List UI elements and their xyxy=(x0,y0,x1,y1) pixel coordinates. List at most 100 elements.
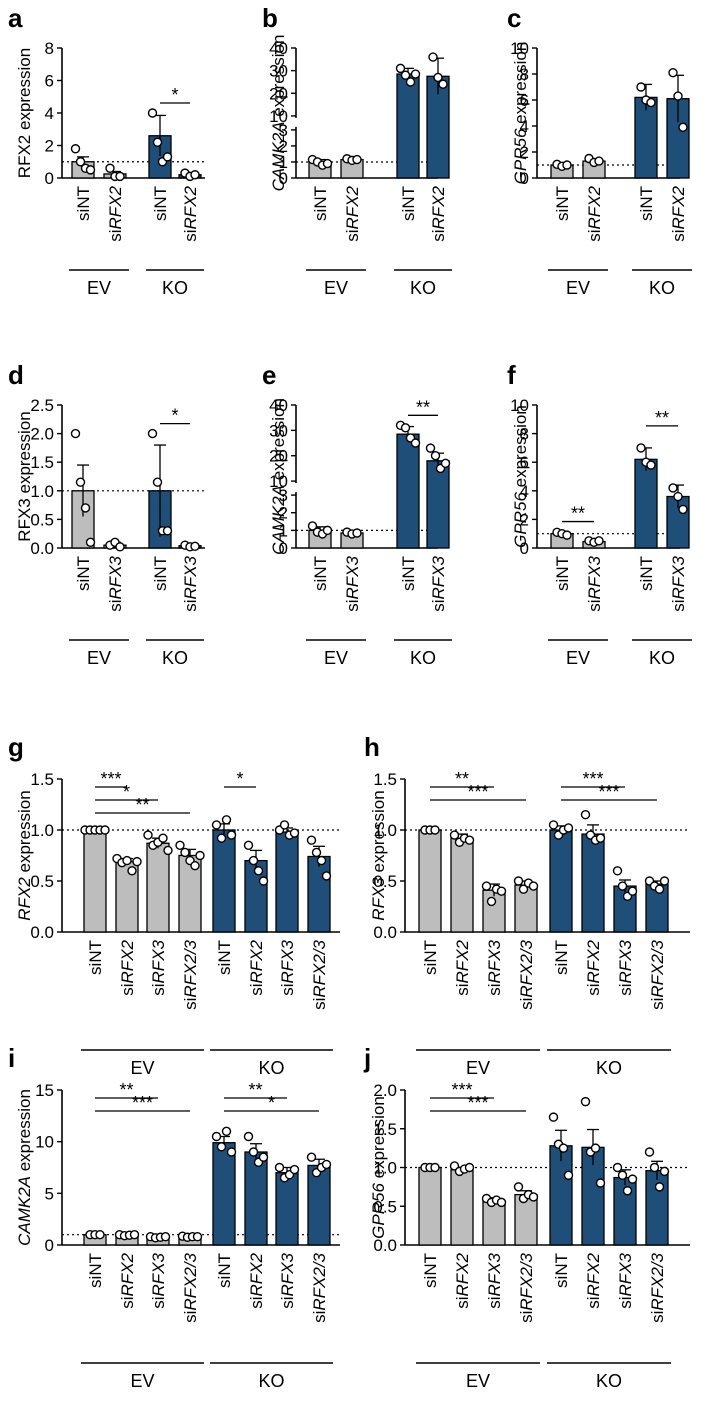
label-part: siNT xyxy=(553,556,572,591)
bar xyxy=(482,889,506,933)
data-point xyxy=(654,1182,665,1192)
label-part: RFX3 xyxy=(429,555,448,599)
x-tick-label: siRFX3 xyxy=(616,939,635,995)
data-point xyxy=(400,423,411,433)
label-part: expression xyxy=(369,790,388,877)
significance-label: ** xyxy=(455,769,469,789)
label-part: siNT xyxy=(637,556,656,591)
x-tick-label: siNT xyxy=(553,556,572,591)
y-axis-label: GPR56 expression xyxy=(511,42,530,185)
data-point xyxy=(80,503,91,513)
x-tick-label: siRFX2 xyxy=(247,1252,266,1308)
significance-label: ** xyxy=(416,397,430,417)
y-tick-label: 5 xyxy=(45,1184,54,1203)
y-tick-label: 40 xyxy=(269,396,288,415)
data-point xyxy=(430,451,441,461)
data-point xyxy=(105,163,115,173)
data-point xyxy=(410,69,421,79)
data-point xyxy=(115,542,125,552)
data-point xyxy=(430,825,440,835)
label-part: siNT xyxy=(311,556,330,591)
data-point xyxy=(622,1186,633,1196)
label-part: RFX2 xyxy=(453,939,472,983)
data-point xyxy=(195,850,205,861)
data-point xyxy=(152,477,163,487)
bar xyxy=(212,1142,236,1246)
label-part: RFX3 xyxy=(485,1252,504,1296)
x-tick-label: siNT xyxy=(215,1253,234,1288)
significance-label: ** xyxy=(571,504,585,524)
x-tick-label: siRFX2/3 xyxy=(648,1252,667,1322)
x-tick-label: siNT xyxy=(637,556,656,591)
y-tick-label: 0.0 xyxy=(30,923,54,942)
data-point xyxy=(400,70,411,80)
x-tick-label: siRFX3 xyxy=(485,939,504,995)
data-point xyxy=(617,881,628,891)
y-tick-label: 0.0 xyxy=(373,1236,397,1255)
y-tick-label: 10 xyxy=(35,1133,54,1152)
label-part: RFX2 xyxy=(584,1252,603,1296)
label-part: si xyxy=(278,983,297,995)
data-point xyxy=(464,835,475,845)
bar xyxy=(275,1172,299,1246)
label-part: siNT xyxy=(215,1253,234,1288)
label-part: si xyxy=(181,229,200,241)
label-part: expression xyxy=(15,1089,34,1176)
data-point xyxy=(100,825,110,835)
label-part: si xyxy=(616,983,635,995)
y-tick-label: 10 xyxy=(269,107,288,126)
x-tick-label: siNT xyxy=(74,186,93,221)
label-part: si xyxy=(584,983,603,995)
label-part: RFX2 xyxy=(669,185,688,229)
bar xyxy=(426,460,450,549)
label-part: RFX2 xyxy=(247,939,266,983)
y-tick-label: 3 xyxy=(279,486,288,505)
y-tick-label: 15 xyxy=(35,1081,54,1100)
x-tick-label: siNT xyxy=(311,186,330,221)
label-part: si xyxy=(648,1311,667,1323)
data-point xyxy=(580,810,591,820)
label-part: si xyxy=(106,229,125,241)
data-point xyxy=(243,1131,254,1142)
group-label: KO xyxy=(258,1371,284,1391)
y-tick-label: 0 xyxy=(520,539,529,558)
label-part: si xyxy=(181,998,200,1010)
data-point xyxy=(321,871,332,881)
label-part: RFX2/3 xyxy=(181,1252,200,1310)
label-part: si xyxy=(485,983,504,995)
bar xyxy=(418,1166,442,1246)
data-point xyxy=(163,845,173,856)
label-part: expression xyxy=(15,790,34,877)
x-tick-label: siRFX2 xyxy=(429,185,448,241)
y-tick-label: 1.0 xyxy=(373,1159,397,1178)
label-part: RFX3 xyxy=(106,555,125,599)
panel-letter: a xyxy=(8,3,23,33)
x-tick-label: siRFX3 xyxy=(278,939,297,995)
bar xyxy=(396,73,420,179)
y-tick-label: 2.5 xyxy=(30,396,54,415)
group-label: KO xyxy=(410,278,436,298)
data-point xyxy=(410,438,421,448)
data-point xyxy=(321,1159,332,1170)
y-axis-label: RFX3 expression xyxy=(15,411,34,541)
data-point xyxy=(85,537,96,547)
bar xyxy=(482,1200,506,1246)
data-point xyxy=(562,160,572,170)
bar xyxy=(396,433,420,549)
label-part: RFX2/3 xyxy=(517,1252,536,1310)
significance-label: * xyxy=(171,85,178,105)
y-axis-label: RFX2 expression xyxy=(15,790,34,920)
label-part: si xyxy=(585,599,604,611)
x-tick-label: siRFX2/3 xyxy=(310,939,329,1009)
data-point xyxy=(486,896,497,907)
label-part: GPR56 xyxy=(511,128,530,184)
y-tick-label: 1.0 xyxy=(30,821,54,840)
label-part: si xyxy=(343,229,362,241)
data-point xyxy=(659,876,670,886)
label-part: si xyxy=(669,599,688,611)
label-part: si xyxy=(517,998,536,1010)
x-tick-label: siRFX2/3 xyxy=(517,1252,536,1322)
